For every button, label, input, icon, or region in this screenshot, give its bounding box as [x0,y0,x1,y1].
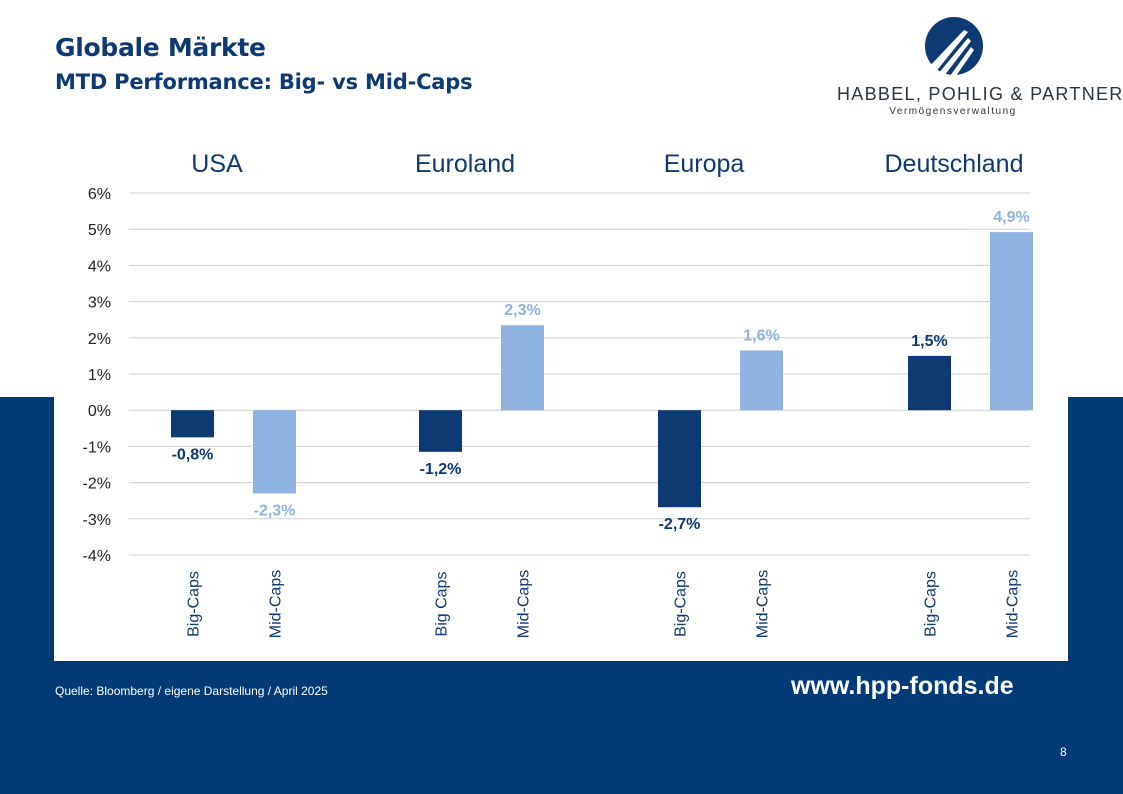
category-label: Mid-Caps [755,570,772,638]
content-panel [54,0,1068,661]
hpp-logo-mark-icon [925,17,983,76]
bar-big-caps [419,410,462,452]
category-label: Big-Caps [923,571,940,637]
data-label: -2,3% [254,502,296,519]
logo-company-subtitle: Vermögensverwaltung [889,106,1017,117]
y-tick-label: -2% [83,476,111,493]
y-tick-label: -4% [83,548,111,565]
y-tick-label: 4% [88,258,111,275]
category-label: Mid-Caps [516,570,533,638]
page-number: 8 [1060,745,1067,759]
group-label: Euroland [415,150,515,178]
data-label: -1,2% [420,461,462,478]
bar-big-caps [658,410,701,508]
y-tick-label: 3% [88,295,111,312]
group-label: USA [191,150,243,178]
bar-big-caps [908,355,951,411]
y-tick-label: 6% [88,186,111,203]
website-link[interactable]: www.hpp-fonds.de [791,672,1014,700]
bar-mid-caps [990,232,1033,411]
y-tick-label: 1% [88,367,111,384]
group-label: Europa [664,150,745,178]
group-label: Deutschland [885,150,1024,178]
bar-big-caps [171,410,214,438]
data-label: 1,6% [743,327,779,344]
y-tick-label: 2% [88,331,111,348]
data-label: 2,3% [504,302,540,319]
category-label: Big-Caps [673,571,690,637]
logo-company-name: HABBEL, POHLIG & PARTNER [837,84,1123,104]
page-title: Globale Märkte [55,33,266,62]
category-label: Big Caps [434,572,451,637]
data-label: -0,8% [172,446,214,463]
bar-chart: 6% 5% 4% 3% 2% 1% 0% -1% -2% -3% -4% USA -0,8% Big-Ca… [83,150,1033,638]
category-label: Mid-Caps [268,570,285,638]
category-label: Big-Caps [186,571,203,637]
source-note: Quelle: Bloomberg / eigene Darstellung /… [55,684,328,698]
data-label: -2,7% [659,516,701,533]
y-tick-label: 0% [88,403,111,420]
bar-mid-caps [501,325,544,411]
bar-mid-caps [740,350,783,411]
bar-mid-caps [253,410,296,494]
data-label: 4,9% [993,209,1029,226]
page-subtitle: MTD Performance: Big- vs Mid-Caps [55,70,473,94]
y-tick-label: -1% [83,439,111,456]
data-label: 1,5% [911,333,947,350]
category-label: Mid-Caps [1005,570,1022,638]
y-tick-label: -3% [83,512,111,529]
y-tick-label: 5% [88,222,111,239]
